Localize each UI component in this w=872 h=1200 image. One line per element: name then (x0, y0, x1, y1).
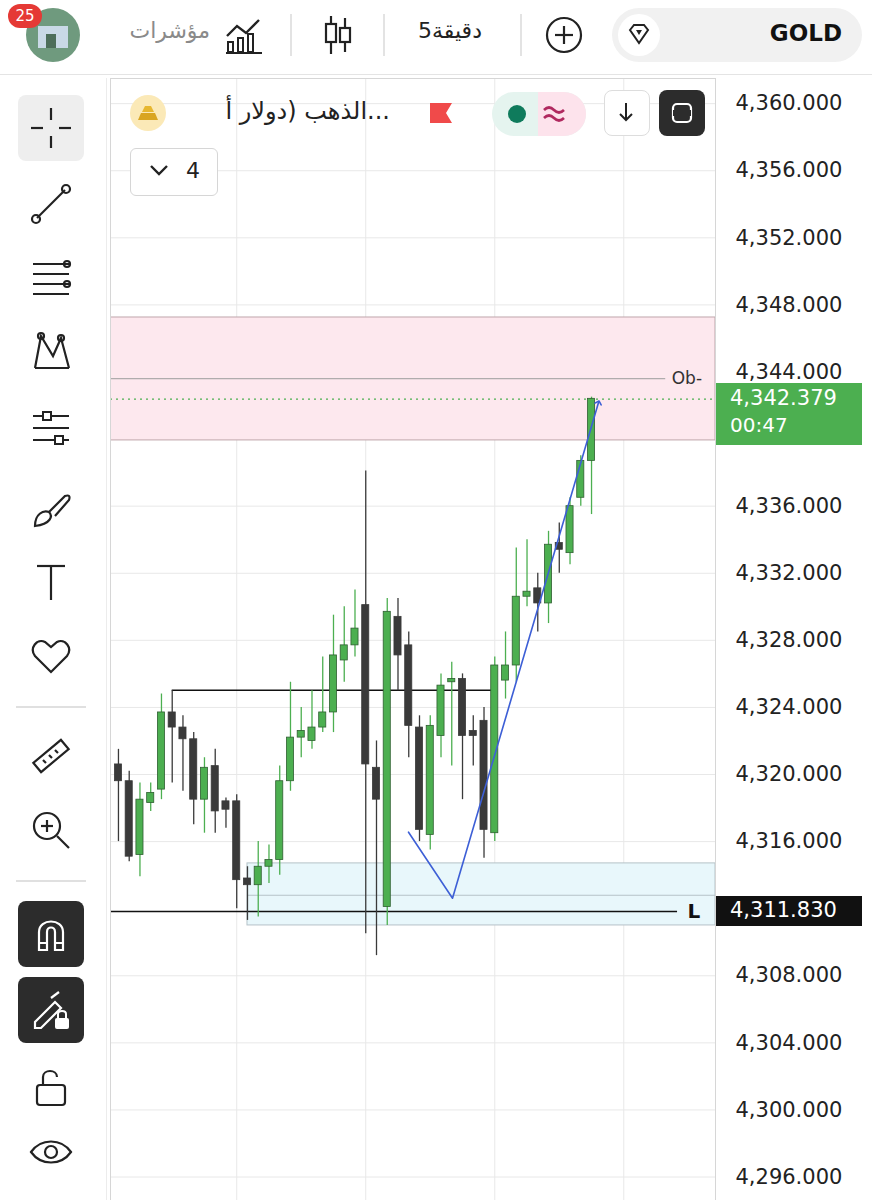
svg-text:4,304.000: 4,304.000 (736, 1031, 843, 1055)
svg-text:4,296.000: 4,296.000 (736, 1165, 843, 1189)
html-text:الذهب (دولار أ...: الذهب (دولار أ... (225, 97, 390, 125)
html-text:4: 4 (186, 158, 200, 183)
html-text:مؤشرات: مؤشرات (129, 18, 210, 43)
svg-text:4,356.000: 4,356.000 (736, 158, 843, 182)
svg-text:4,308.000: 4,308.000 (736, 963, 843, 987)
svg-text:4,328.000: 4,328.000 (736, 628, 843, 652)
svg-text:4,352.000: 4,352.000 (736, 226, 843, 250)
svg-text:4,348.000: 4,348.000 (736, 293, 843, 317)
svg-text:4,332.000: 4,332.000 (736, 561, 843, 585)
svg-text:L: L (688, 899, 701, 923)
html-text:GOLD: GOLD (769, 20, 842, 46)
svg-text:4,316.000: 4,316.000 (736, 829, 843, 853)
svg-text:4,344.000: 4,344.000 (736, 360, 843, 384)
svg-text:4,324.000: 4,324.000 (736, 695, 843, 719)
svg-text:4,336.000: 4,336.000 (736, 494, 843, 518)
svg-text:Ob-: Ob- (672, 368, 702, 388)
html-text:4,342.379: 4,342.379 (730, 385, 837, 410)
html-text:4,311.830: 4,311.830 (730, 898, 837, 922)
svg-text:4,360.000: 4,360.000 (736, 91, 843, 115)
html-text:5دقيقة: 5دقيقة (418, 18, 482, 43)
html-text:00:47: 00:47 (730, 412, 788, 437)
svg-text:4,320.000: 4,320.000 (736, 762, 843, 786)
svg-text:4,300.000: 4,300.000 (736, 1098, 843, 1122)
html-text:25: 25 (15, 7, 35, 25)
